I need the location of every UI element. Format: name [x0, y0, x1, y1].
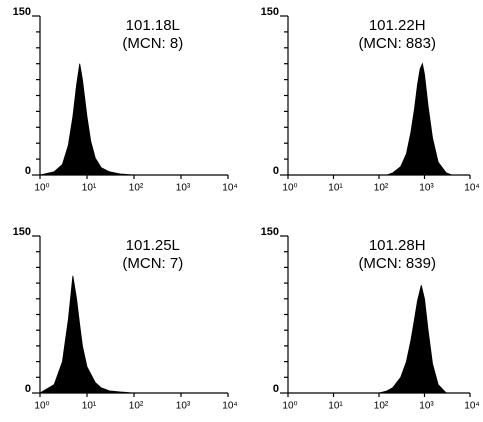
panel-title: 101.25L — [126, 237, 180, 254]
y-tick-label: 0 — [25, 165, 31, 177]
x-tick-label: 10³ — [176, 183, 191, 194]
y-tick-label: 0 — [273, 383, 279, 395]
y-tick-label: 0 — [273, 165, 279, 177]
y-tick-label: 150 — [261, 226, 279, 238]
histogram-area — [386, 62, 453, 176]
panel-subtitle: (MCN: 8) — [122, 35, 183, 52]
y-tick-label: 150 — [13, 226, 31, 238]
x-tick-label: 10² — [129, 183, 144, 194]
x-tick-label: 10⁰ — [34, 401, 49, 412]
x-tick-label: 10¹ — [82, 401, 97, 412]
panel-title: 101.18L — [126, 17, 180, 34]
y-tick-label: 0 — [25, 383, 31, 395]
y-tick-label: 150 — [13, 6, 31, 18]
panel-subtitle: (MCN: 839) — [358, 255, 436, 272]
y-tick-label: 150 — [261, 6, 279, 18]
panel-subtitle: (MCN: 7) — [122, 255, 183, 272]
x-tick-label: 10¹ — [328, 401, 343, 412]
x-tick-label: 10⁰ — [34, 183, 49, 194]
x-tick-label: 10⁴ — [464, 183, 479, 194]
x-tick-label: 10⁴ — [222, 183, 237, 194]
x-tick-label: 10⁰ — [282, 183, 297, 194]
histogram-area — [38, 275, 135, 394]
panel-title: 101.22H — [369, 17, 426, 34]
x-tick-label: 10⁴ — [464, 401, 479, 412]
x-tick-label: 10⁰ — [282, 401, 297, 412]
x-tick-label: 10¹ — [328, 183, 343, 194]
x-tick-label: 10² — [129, 401, 144, 412]
x-tick-label: 10¹ — [82, 183, 97, 194]
x-tick-label: 10³ — [419, 183, 434, 194]
x-tick-label: 10² — [374, 401, 389, 412]
x-tick-label: 10³ — [419, 401, 434, 412]
x-tick-label: 10³ — [176, 401, 191, 412]
panel-title: 101.28H — [369, 237, 426, 254]
x-tick-label: 10² — [374, 183, 389, 194]
x-tick-label: 10⁴ — [222, 401, 237, 412]
histogram-area — [378, 285, 448, 394]
panel-subtitle: (MCN: 883) — [358, 35, 436, 52]
histogram-area — [39, 63, 135, 176]
